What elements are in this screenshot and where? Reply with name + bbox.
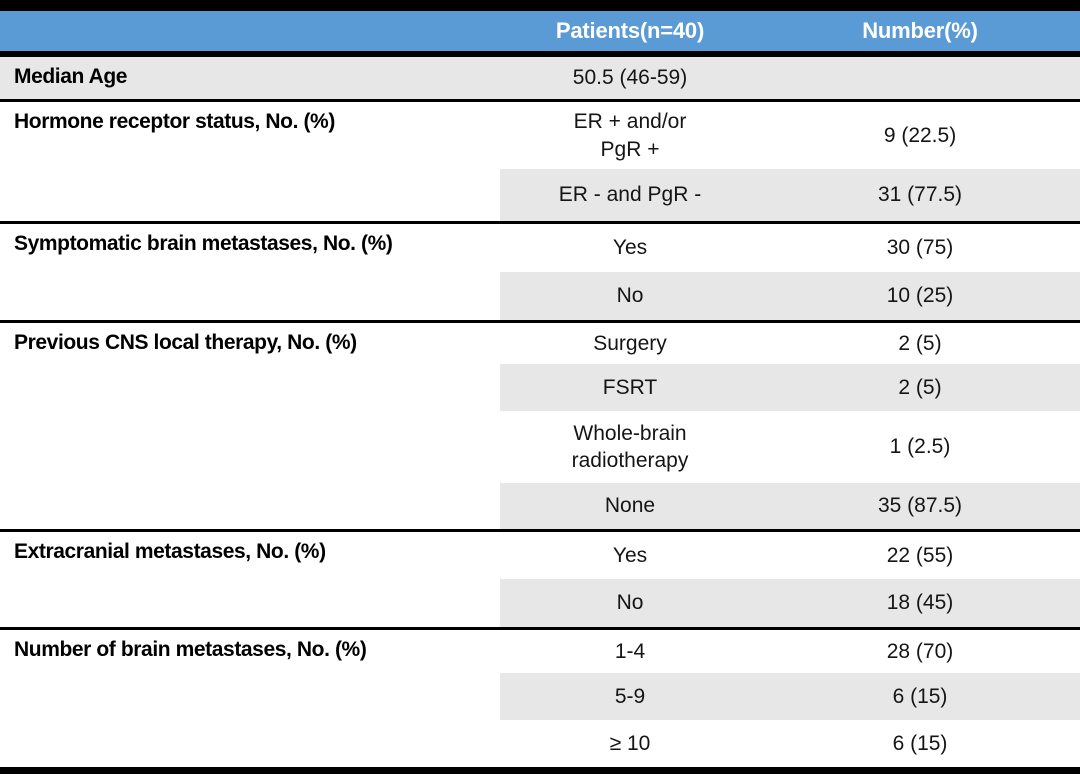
cell-number: 2 (5) [898,331,942,355]
row-label: Previous CNS local therapy, No. (%) [14,331,357,354]
cell-number: 9 (22.5) [883,123,957,147]
table-row: 50.5 (46-59) [500,57,1080,99]
cell-category: No [616,284,644,308]
section-extracranial-metastases: Extracranial metastases, No. (%) Yes 22 … [0,532,1080,630]
cell-category: 50.5 (46-59) [572,66,688,90]
table-row: 1-4 28 (70) [500,630,1080,673]
cell-category: Surgery [593,331,667,355]
cell-number: 10 (25) [886,284,954,308]
cell-number: 6 (15) [892,731,948,755]
row-label: Hormone receptor status, No. (%) [14,110,335,133]
section-number-of-brain-metastases: Number of brain metastases, No. (%) 1-4 … [0,630,1080,774]
row-label: Median Age [14,65,128,88]
row-label: Symptomatic brain metastases, No. (%) [14,232,393,255]
cell-category: ER - and PgR - [558,183,702,207]
cell-number: 31 (77.5) [877,183,963,207]
cell-category: Yes [612,543,648,567]
row-label: Number of brain metastases, No. (%) [14,638,367,661]
table-row: None 35 (87.5) [500,483,1080,529]
table-row: ER + and/or PgR + 9 (22.5) [500,102,1080,169]
cell-number: 22 (55) [886,543,954,567]
table-header-row: Patients(n=40) Number(%) [0,11,1080,57]
cell-category: FSRT [602,375,658,399]
cell-category: Whole-brain radiotherapy [571,421,689,472]
cell-category: 5-9 [614,684,646,708]
section-hormone-receptor-status: Hormone receptor status, No. (%) ER + an… [0,102,1080,224]
table-row: 5-9 6 (15) [500,673,1080,720]
table-row: No 18 (45) [500,579,1080,627]
cell-category: None [604,494,656,518]
table-row: FSRT 2 (5) [500,364,1080,411]
table-row: Whole-brain radiotherapy 1 (2.5) [500,411,1080,483]
table-row: ≥ 10 6 (15) [500,720,1080,767]
cell-number: 35 (87.5) [877,494,963,518]
cell-number: 2 (5) [898,375,942,399]
table-row: Yes 30 (75) [500,224,1080,272]
cell-number: 30 (75) [886,236,954,260]
header-cell-number: Number(%) [862,18,978,43]
table-row: No 10 (25) [500,272,1080,320]
cell-number: 18 (45) [886,591,954,615]
cell-category: ≥ 10 [609,731,651,755]
table-row: Surgery 2 (5) [500,323,1080,364]
cell-number: 1 (2.5) [889,435,951,459]
cell-number: 28 (70) [886,639,954,663]
table-top-border [0,0,1080,11]
section-previous-cns-local-therapy: Previous CNS local therapy, No. (%) Surg… [0,323,1080,532]
cell-number: 6 (15) [892,684,948,708]
section-median-age: Median Age 50.5 (46-59) [0,57,1080,102]
row-label: Extracranial metastases, No. (%) [14,540,326,563]
cell-category: No [616,591,644,615]
header-cell-patients: Patients(n=40) [555,18,705,43]
cell-category: Yes [612,236,648,260]
cell-category: 1-4 [614,639,646,663]
table-row: ER - and PgR - 31 (77.5) [500,169,1080,221]
cell-category: ER + and/or PgR + [573,110,687,161]
section-symptomatic-brain-metastases: Symptomatic brain metastases, No. (%) Ye… [0,224,1080,323]
table-row: Yes 22 (55) [500,532,1080,579]
